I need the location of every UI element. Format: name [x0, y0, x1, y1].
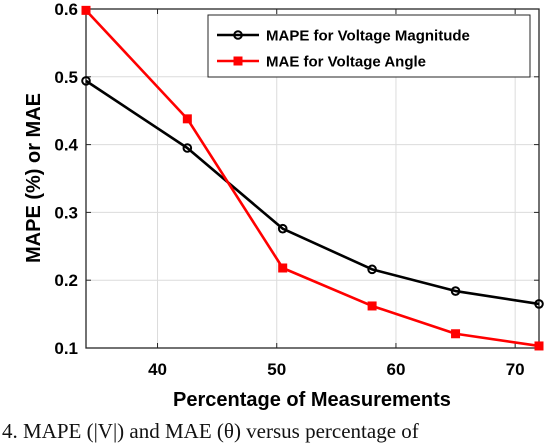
legend-box	[207, 14, 531, 78]
data-point-circle	[534, 299, 544, 309]
figure-caption: 4. MAPE (|V|) and MAE (θ) versus percent…	[2, 419, 419, 443]
x-axis-title: Percentage of Measurements	[173, 389, 451, 411]
data-point-square	[367, 301, 377, 311]
x-tick-label: 70	[506, 360, 525, 379]
series-line	[85, 9, 540, 348]
data-point-square	[451, 329, 461, 339]
data-point-circle	[450, 286, 461, 296]
series-line	[85, 79, 540, 306]
data-point-circle	[367, 264, 377, 275]
data-point-circle	[182, 143, 193, 153]
data-point-square	[534, 341, 544, 351]
legend-entry-label: MAPE for Voltage Magnitude	[266, 28, 470, 45]
data-point-square	[182, 114, 192, 124]
y-axis-ticks: 0.1 0.2 0.3 0.4 0.5 0.6	[54, 0, 539, 358]
y-tick-label: 0.2	[54, 271, 78, 290]
legend-entry-label: MAE for Voltage Angle	[266, 54, 426, 71]
x-tick-label: 50	[267, 360, 286, 379]
data-point-square	[278, 263, 288, 273]
x-axis-ticks: 40 50 60 70	[148, 9, 525, 379]
y-tick-label: 0.6	[54, 0, 78, 19]
y-tick-label: 0.1	[54, 339, 78, 358]
y-axis-title: MAPE (%) or MAE	[23, 93, 45, 263]
x-tick-label: 40	[148, 360, 167, 379]
y-tick-label: 0.3	[54, 203, 78, 222]
data-point-circle	[233, 30, 243, 40]
legend: MAPE for Voltage Magnitude MAE for Voltag…	[207, 14, 531, 78]
x-tick-label: 60	[386, 360, 405, 379]
series-group	[81, 5, 544, 351]
plot-area-frame	[85, 8, 540, 349]
line-chart: 40 50 60 70 0.1 0.2 0.3 0.4 0.5 0.6 Percentage o…	[23, 0, 544, 411]
data-point-circle	[81, 76, 91, 86]
data-point-square	[81, 5, 91, 15]
y-tick-label: 0.5	[54, 68, 78, 87]
data-point-square	[233, 56, 243, 66]
y-tick-label: 0.4	[54, 136, 78, 155]
data-point-circle	[277, 223, 288, 234]
